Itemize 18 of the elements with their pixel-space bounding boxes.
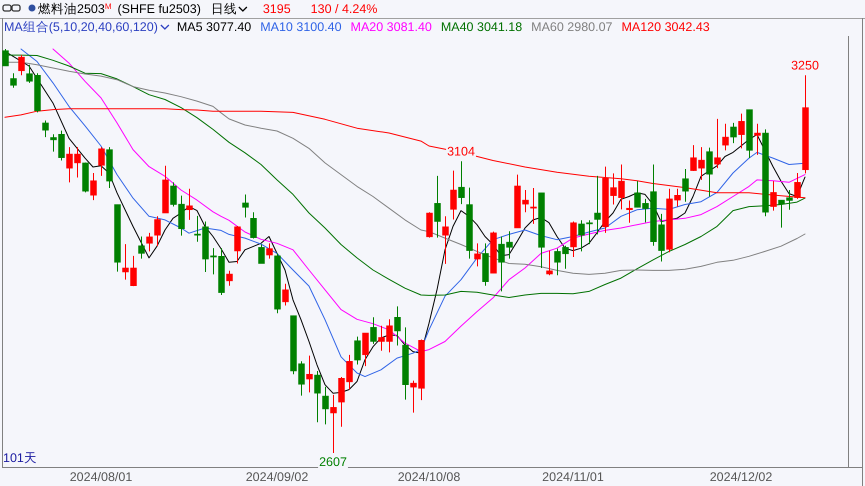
text: MA20 3081.40 [350,20,432,34]
annotation: 101天 [3,451,37,465]
text: MA60 2980.07 [531,20,613,34]
x-tick-label: 2024/08/01 [70,470,132,484]
x-tick-label: 2024/10/08 [398,470,460,484]
chart-title: 燃料油2503$^{M}$ [38,2,112,16]
text: 130 / 4.24% [310,2,378,16]
chart-subtitle: (SHFE fu2503) [117,2,201,16]
text: MA10 3100.40 [260,20,342,34]
text: MA120 3042.43 [621,20,710,34]
x-tick-label: 2024/09/02 [246,470,308,484]
text: MA5 3077.40 [176,20,252,34]
text: 3195 [262,2,291,16]
text: 日线 [210,2,237,16]
x-tick-label: 2024/12/02 [710,470,772,484]
text: MA40 3041.18 [440,20,522,34]
text: MA组合(5,10,20,40,60,120) [4,20,158,34]
x-tick-label: 2024/11/01 [542,470,604,484]
